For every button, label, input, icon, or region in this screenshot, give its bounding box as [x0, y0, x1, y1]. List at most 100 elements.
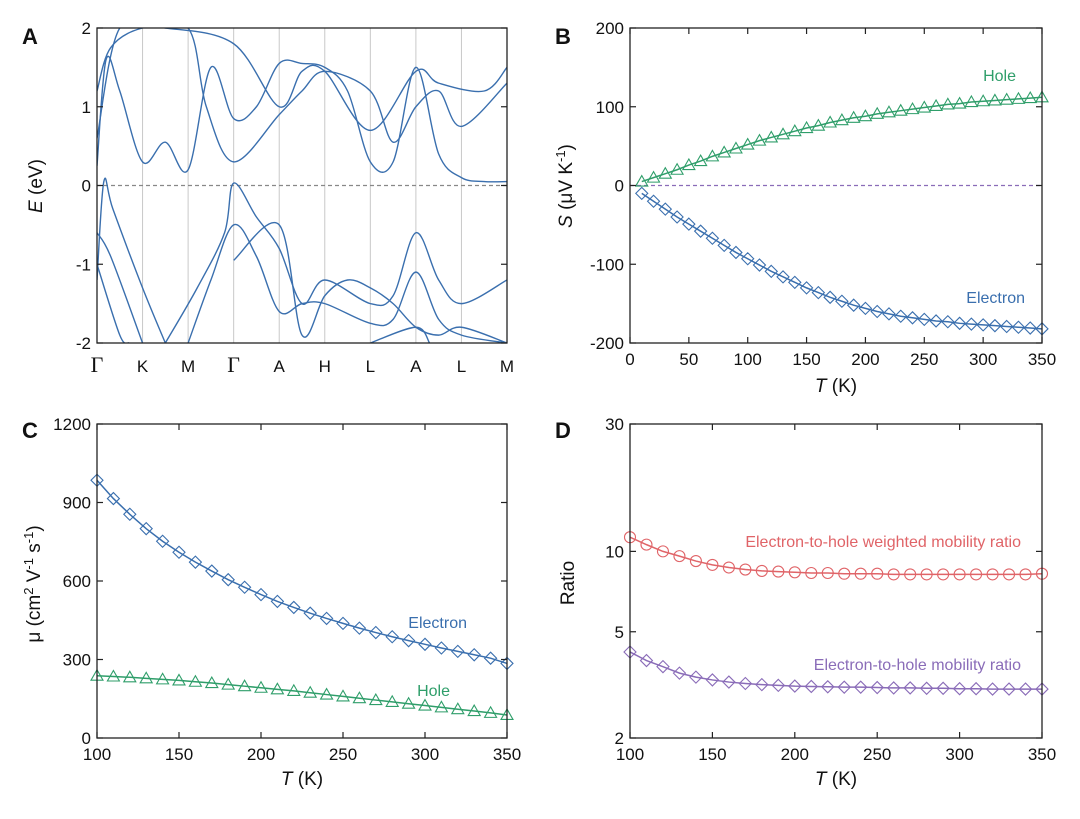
panel-d-series-1-point [771, 678, 786, 693]
panel-d-series-1-point [788, 679, 802, 693]
panel-b-series-0-point [929, 98, 944, 112]
panel-b-series-1-point [634, 186, 649, 201]
panel-d-xtick-label: 200 [781, 745, 809, 764]
panel-b-series-0-point [670, 162, 685, 175]
panel-c-series-1-point [106, 669, 121, 682]
panel-a-band-4 [97, 232, 144, 343]
panel-c-hole-label: Hole [417, 683, 450, 700]
panel-a-kpoint-label: L [457, 357, 466, 376]
panel-b-series-0-point [799, 120, 814, 134]
panel-d-xtick-label: 350 [1028, 745, 1056, 764]
panel-b-series-1-point [870, 304, 884, 319]
panel-b-xtick-label: 200 [851, 350, 879, 369]
panel-b-series-1-point [658, 202, 673, 216]
panel-c-series-1-point [139, 671, 154, 684]
panel-a-ylabel-unit: (eV) [26, 159, 47, 200]
panel-c-ylabel-sup3: -1 [21, 532, 36, 544]
panel-b-xtick-label: 250 [910, 350, 938, 369]
panel-d-series-0-point [838, 567, 851, 580]
panel-d-series-0-point [640, 538, 653, 551]
panel-d-series-1-point [919, 681, 934, 696]
panel-b-series-0-point [952, 96, 967, 109]
panel-label-c: C [22, 418, 38, 443]
panel-b-series-0-point [646, 170, 661, 183]
panel-c-series-0-point [401, 633, 416, 648]
panel-c-series-0-point [303, 606, 317, 620]
panel-a-band-6 [164, 182, 507, 343]
panel-b-series-0-point [846, 110, 861, 123]
panel-a-ytick-label: 0 [82, 177, 91, 196]
panel-b-series-0-point [728, 141, 743, 154]
panel-b-series-0-point [740, 137, 755, 150]
panel-a-band-3 [97, 177, 166, 343]
panel-c-series-0-point [483, 651, 498, 665]
panel-d-xtick-label: 300 [945, 745, 973, 764]
panel-c-xtick-label: 150 [165, 745, 193, 764]
panel-b-series-1-point [799, 281, 814, 295]
panel-b-ytick-label: 100 [596, 98, 624, 117]
panel-d-series-1-point [639, 653, 654, 668]
panel-d-series-0-point [904, 568, 917, 581]
panel-c-series-0-point [369, 625, 383, 640]
panel-c-series-0-point [254, 587, 268, 602]
panel-b-series-0-point [870, 106, 885, 119]
panel-c-ytick-label: 0 [82, 729, 91, 748]
panel-d-series-0-point [772, 565, 785, 578]
panel-b-series-0-point [999, 92, 1014, 105]
panel-c-series-1-point [221, 677, 236, 690]
panel-a-kpoint-label: A [274, 357, 286, 376]
panel-b-xtick-label: 300 [969, 350, 997, 369]
panel-b-series-1-point [682, 217, 696, 231]
panel-b-series-0-point [940, 97, 955, 110]
panel-a-kpoint-label: L [366, 357, 375, 376]
panel-c-series-1-point [368, 692, 383, 706]
panel-c-series-1-point [434, 700, 449, 713]
panel-b-series-1-point [846, 298, 861, 312]
panel-a-ytick-label: 1 [82, 98, 91, 117]
panel-b-series-1-point [835, 294, 849, 309]
panel-a-bands [97, 28, 507, 343]
panel-c-series-0-point [155, 534, 170, 549]
panel-c-xtick-label: 200 [247, 745, 275, 764]
panel-c-ylabel-mid2: s [24, 543, 45, 558]
panel-c-xtick-label: 100 [83, 745, 111, 764]
panel-b-series-1-point [941, 314, 955, 329]
panel-b-ylabel-close: ) [556, 144, 577, 150]
panel-d-ytick-label: 2 [615, 729, 624, 748]
panel-c-ylabel-close: ) [24, 525, 45, 531]
panel-d-ytick-label: 30 [605, 415, 624, 434]
panel-d-series-1-point [1018, 682, 1033, 696]
panel-b-series-0-point [905, 102, 920, 115]
panel-b-xtick-label: 150 [792, 350, 820, 369]
panel-c-series-1-point [401, 696, 416, 709]
panel-d-xtick-label: 250 [863, 745, 891, 764]
panel-b-series-1-point [670, 210, 684, 224]
panel-b-series-1-point [929, 314, 943, 328]
panel-c-series-1-point [172, 673, 186, 686]
panel-d-xlabel: T (K) [815, 769, 857, 790]
panel-b-series-0-point [987, 93, 1002, 106]
panel-d-series-0-point [755, 564, 768, 577]
panel-d-xlabel-unit: (K) [827, 769, 858, 790]
panel-c-series-1-point [270, 682, 285, 695]
panel-a-kpoint-label: K [137, 357, 149, 376]
panel-b-series-1-point [882, 307, 896, 321]
panel-b-series-1-point [952, 316, 967, 331]
panel-c-series-0-point [139, 521, 153, 536]
panel-label-d: D [555, 418, 571, 443]
panel-b-series-0-point [787, 124, 802, 137]
panel-d-series-1-point [837, 680, 852, 694]
panel-c-series-1-point [418, 698, 432, 711]
panel-c-series-0-line [96, 479, 508, 665]
panel-d-series-0-point [1002, 568, 1016, 581]
panel-d-series-1-point [936, 681, 950, 696]
panel-b-series-0-point [658, 166, 673, 179]
panel-b-series-1-point [976, 318, 990, 332]
panel-c-series-0-point [188, 555, 203, 569]
panel-d-series-0-point [986, 568, 999, 581]
panel-label-a: A [22, 24, 38, 49]
panel-d-series-0-point [739, 563, 752, 576]
panel-a-band-0 [97, 55, 507, 183]
panel-d-series-1-point [722, 675, 736, 689]
panel-a-kpoint-label: M [181, 357, 195, 376]
